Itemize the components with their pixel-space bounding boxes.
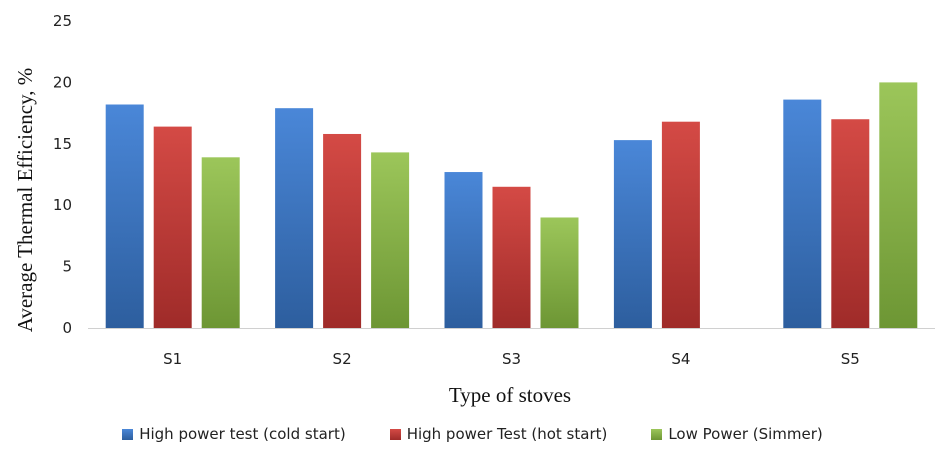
legend-label: Low Power (Simmer): [668, 425, 823, 443]
x-axis: S1 S2 S3 S4 S5: [88, 328, 935, 368]
x-tick-label: S3: [502, 350, 521, 368]
bar-s1-series-1: [105, 104, 144, 328]
y-tick-label: 10: [53, 196, 72, 214]
bar-s2-series-2: [323, 133, 362, 328]
y-tick-label: 25: [53, 12, 72, 30]
bar-s1-series-3: [201, 157, 240, 328]
bar-s3-series-2: [492, 186, 531, 328]
y-tick-label: 15: [53, 135, 72, 153]
bar-s3-series-1: [444, 172, 483, 328]
x-tick-label: S5: [841, 350, 860, 368]
bar-s2-series-1: [275, 108, 314, 328]
y-tick-label: 20: [53, 73, 72, 91]
y-axis: 0 5 10 15 20 25: [53, 12, 72, 337]
legend-swatch: [389, 428, 401, 440]
x-tick-label: S4: [671, 350, 690, 368]
bar-s5-series-1: [783, 99, 822, 328]
y-tick-label: 0: [62, 319, 72, 337]
bar-chart: 0 5 10 15 20 25 S1 S2 S3 S4 S5 Average Thermal Ef…: [13, 12, 935, 407]
x-tick-label: S1: [163, 350, 182, 368]
legend-label: High power Test (hot start): [406, 425, 608, 443]
y-axis-title: Average Thermal Efficiency, %: [13, 68, 37, 333]
x-axis-title: Type of stoves: [449, 383, 571, 407]
bar-s3-series-3: [540, 217, 579, 328]
bar-s4-series-2: [661, 121, 700, 328]
x-tick-label: S2: [333, 350, 352, 368]
legend-item: High power Test (hot start): [389, 425, 608, 443]
bar-s2-series-3: [371, 152, 410, 328]
y-tick-label: 5: [62, 258, 72, 276]
legend-swatch: [122, 428, 134, 440]
legend-label: High power test (cold start): [139, 425, 346, 443]
bar-s5-series-2: [831, 119, 870, 329]
legend-swatch: [651, 428, 663, 440]
bars: [105, 82, 918, 329]
bar-s5-series-3: [879, 82, 918, 329]
legend-item: Low Power (Simmer): [651, 425, 823, 443]
bar-s4-series-1: [613, 140, 652, 328]
bar-s1-series-2: [153, 126, 192, 328]
legend: High power test (cold start) High power T…: [0, 425, 945, 443]
legend-item: High power test (cold start): [122, 425, 346, 443]
